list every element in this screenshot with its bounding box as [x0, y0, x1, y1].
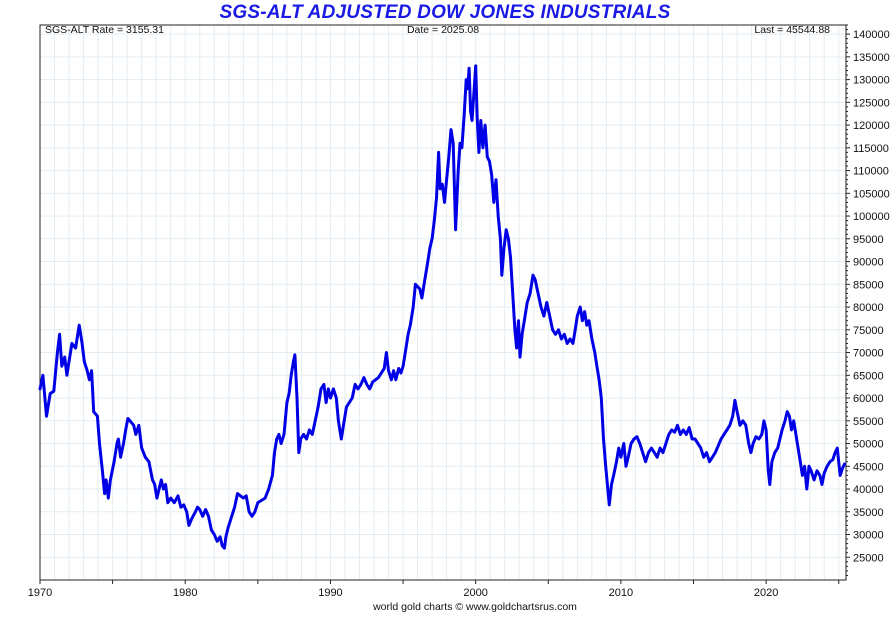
y-tick-label: 25000 [853, 552, 884, 564]
y-tick-label: 140000 [853, 29, 890, 41]
last-value-label: Last = 45544.88 [754, 24, 830, 36]
y-tick-label: 70000 [853, 348, 884, 360]
y-tick-label: 30000 [853, 530, 884, 542]
date-label: Date = 2025.08 [407, 24, 479, 36]
y-tick-label: 120000 [853, 120, 890, 132]
y-tick-label: 65000 [853, 370, 884, 382]
y-axis-labels: 25000 30000 35000 40000 45000 50000 55000 60000… [853, 29, 890, 564]
series-line [38, 64, 846, 550]
chart-credit: world gold charts © www.goldchartsrus.co… [372, 601, 577, 613]
x-tick-label: 1970 [28, 587, 52, 599]
y-tick-label: 40000 [853, 484, 884, 496]
y-tick-label: 45000 [853, 461, 884, 473]
y-tick-label: 95000 [853, 234, 884, 246]
y-tick-label: 85000 [853, 279, 884, 291]
y-tick-label: 60000 [853, 393, 884, 405]
y-tick-label: 135000 [853, 52, 890, 64]
plot-frame [39, 24, 847, 581]
y-tick-label: 115000 [853, 143, 889, 155]
x-axis-labels: 1970 1980 1990 2000 2010 2020 [28, 587, 779, 599]
y-tick-label: 100000 [853, 211, 890, 223]
y-tick-label: 35000 [853, 507, 884, 519]
grid-lines [39, 25, 846, 580]
y-tick-label: 50000 [853, 439, 884, 451]
y-tick-label: 90000 [853, 257, 884, 269]
y-tick-label: 125000 [853, 97, 890, 109]
axis-ticks [39, 24, 850, 584]
y-tick-label: 110000 [853, 166, 889, 178]
x-tick-label: 2000 [463, 587, 487, 599]
chart-title: SGS-ALT ADJUSTED DOW JONES INDUSTRIALS [219, 2, 671, 23]
y-tick-label: 55000 [853, 416, 884, 428]
x-tick-label: 1980 [173, 587, 197, 599]
sgs-alt-rate-label: SGS-ALT Rate = 3155.31 [45, 24, 164, 36]
x-tick-label: 1990 [318, 587, 342, 599]
series-layer [38, 64, 846, 550]
y-tick-label: 75000 [853, 325, 884, 337]
y-tick-label: 105000 [853, 188, 890, 200]
x-tick-label: 2020 [754, 587, 778, 599]
y-tick-label: 130000 [853, 75, 890, 87]
x-tick-label: 2010 [609, 587, 633, 599]
y-tick-label: 80000 [853, 302, 884, 314]
